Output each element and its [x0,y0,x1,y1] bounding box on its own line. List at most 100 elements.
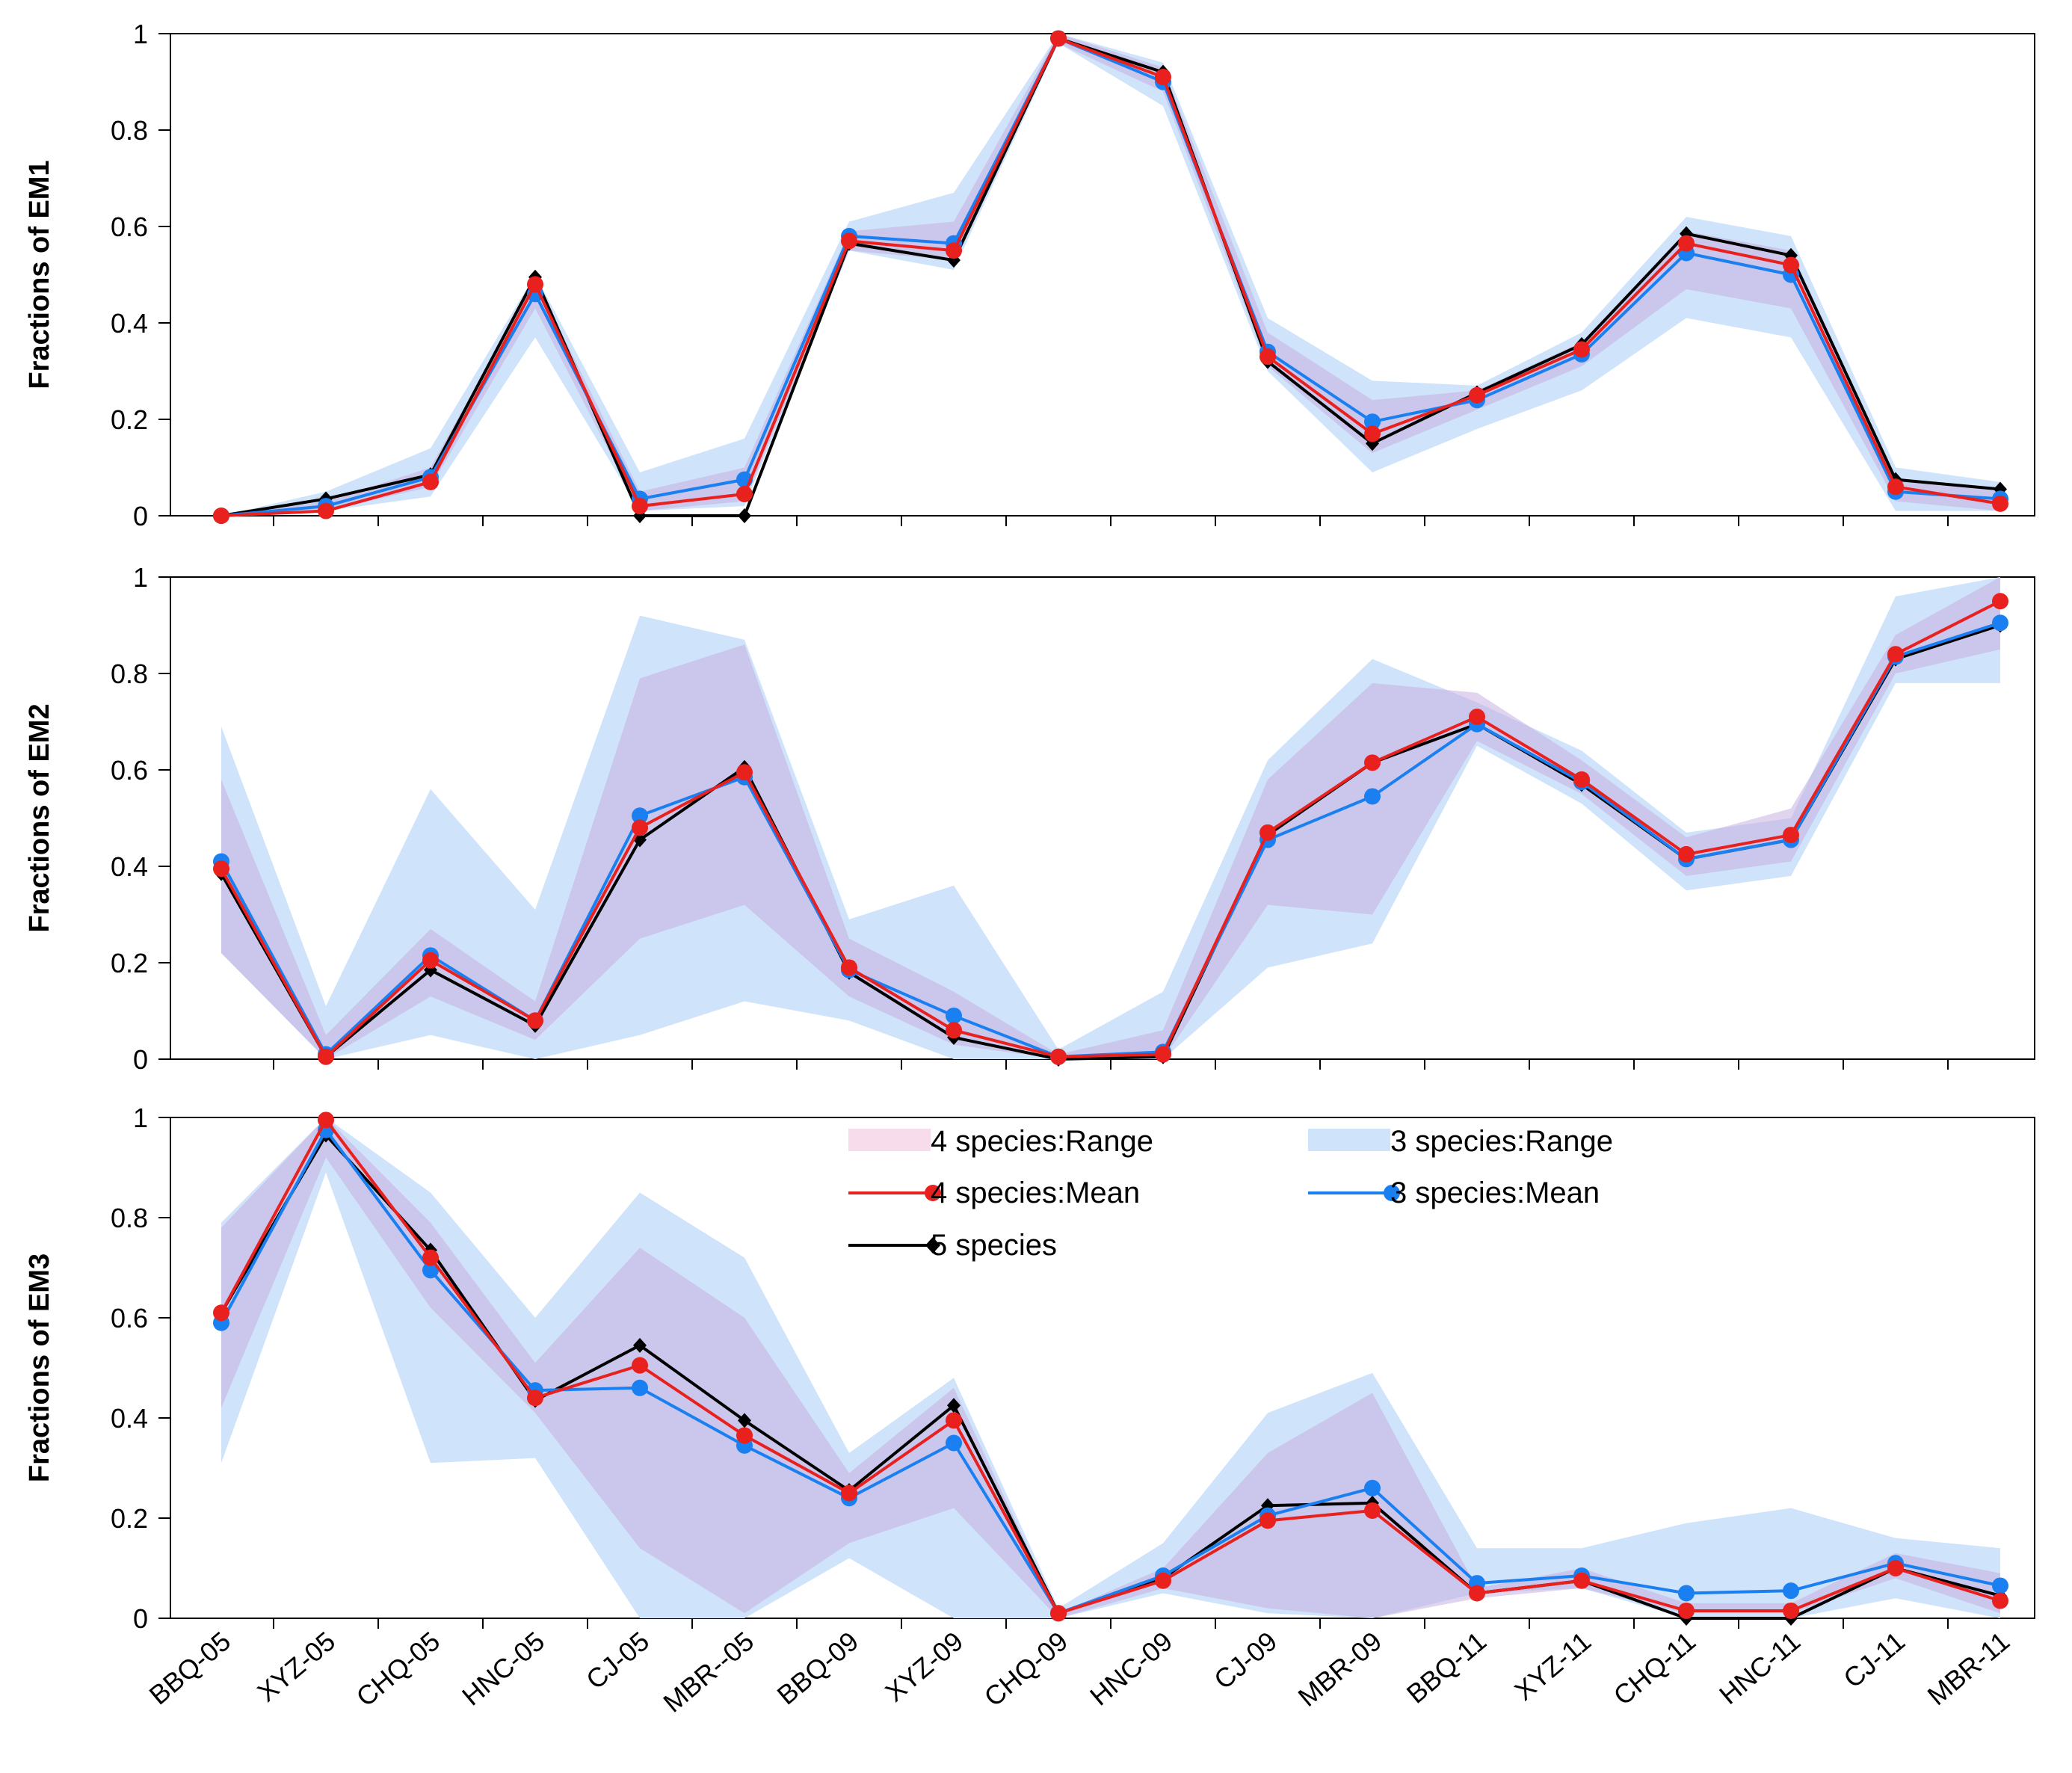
em2-ytick-label-0-2: 0.2 [111,948,148,978]
em3-point-4-species-mean-mbr-05 [736,1427,753,1444]
em3-point-3-species-mean-mbr-09 [1364,1479,1381,1496]
em3-point-4-species-mean-bbq-11 [1469,1585,1485,1602]
em3-ytick-label-0-4: 0.4 [111,1403,148,1434]
em2-point-4-species-mean-mbr-09 [1364,754,1381,771]
em2-point-4-species-mean-hnc-11 [1783,827,1799,844]
em3-point-3-species-mean-chq-05 [422,1262,439,1279]
em2-ytick-label-0-6: 0.6 [111,755,148,786]
em1-line-3-species-mean [221,37,2001,517]
em1-point-4-species-mean-mbr-11 [1992,495,2008,512]
em1-point-4-species-mean-xyz-11 [1573,341,1590,358]
em1-point-5-species-mbr-05 [738,508,751,523]
panel-em1: 0 0.2 0.4 0.6 0.8 1 Fractions of EM1 [24,19,2035,531]
em3-point-4-species-mean-mbr-09 [1364,1502,1381,1519]
em3-ytick-label-0-8: 0.8 [111,1203,148,1233]
em3-point-4-species-mean-mbr-11 [1992,1592,2008,1609]
em2-point-4-species-mean-xyz-05 [318,1048,334,1065]
em3-point-4-species-mean-xyz-11 [1573,1572,1590,1589]
em3-point-4-species-mean-cj-05 [632,1357,648,1374]
em2-point-4-species-mean-chq-11 [1678,845,1695,863]
legend-marker-3-species-mean [1384,1185,1400,1201]
em3-point-4-species-mean-bbq-09 [841,1484,857,1502]
panel-em2: 0 0.2 0.4 0.6 0.8 1 Fractions of EM2 [24,562,2035,1075]
legend-marker-5-species [925,1237,940,1254]
em3-plot-frame [170,1117,2035,1619]
em1-line-4-species-mean [221,37,2001,517]
em2-point-4-species-mean-bbq-09 [841,959,857,976]
em1-point-4-species-mean-hnc-09 [1155,69,1171,86]
em2-point-4-species-mean-cj-05 [632,819,648,836]
em3-ytick-label-0-6: 0.6 [111,1303,148,1333]
em2-point-4-species-mean-bbq-11 [1469,709,1485,726]
em3-line-3-species-mean [220,1128,2001,1615]
em3-point-4-species-mean-chq-11 [1678,1602,1695,1619]
em1-ytick-label-0-2: 0.2 [111,404,148,435]
legend-label-3-species-mean: 3 species:Mean [1390,1177,1600,1209]
em3-point-4-species-mean-xyz-09 [946,1412,962,1429]
em3-ytick-label-0-2: 0.2 [111,1503,148,1534]
em1-point-4-species-mean-hnc-11 [1783,256,1799,274]
legend: 4 species:Range 3 species:Range 4 specie… [848,1125,1613,1262]
em2-band-4-species-range [221,577,2000,1059]
em1-point-4-species-mean-chq-11 [1678,235,1695,252]
em1-point-4-species-mean-bbq-09 [841,232,857,250]
em3-band-4-species-range [221,1117,2000,1618]
legend-label-3-species-range: 3 species:Range [1390,1125,1613,1158]
em2-point-4-species-mean-hnc-09 [1155,1046,1171,1063]
em3-point-4-species-mean-cj-09 [1259,1512,1276,1529]
em3-point-3-species-mean-hnc-11 [1783,1582,1799,1600]
em3-point-3-species-mean-mbr-11 [1992,1577,2008,1594]
em2-point-4-species-mean-hnc-05 [527,1012,543,1029]
em2-point-4-species-mean-xyz-09 [946,1022,962,1039]
em2-point-4-species-mean-chq-09 [1050,1048,1067,1065]
em3-point-5-species-cj-05 [633,1337,647,1353]
em2-point-4-species-mean-mbr-05 [736,764,753,781]
em3-point-3-species-mean-chq-11 [1678,1585,1695,1602]
em1-point-4-species-mean-xyz-05 [318,502,334,519]
em1-ytick-label-1: 1 [133,19,148,49]
em2-point-3-species-mean-xyz-09 [946,1007,962,1024]
em1-ytick-label-0-4: 0.4 [111,308,148,339]
em3-point-4-species-mean-hnc-11 [1783,1602,1799,1619]
em2-ytick-label-1: 1 [133,562,148,593]
em1-plot-frame [170,33,2035,517]
em1-band-3-species-range [221,34,2000,516]
em2-line-4-species-mean [220,599,2001,1058]
em1-point-4-species-mean-chq-05 [422,473,439,490]
em3-point-5-species-mbr-05 [738,1413,751,1428]
em3-ytick-label-1: 1 [133,1103,148,1133]
em2-point-3-species-mean-mbr-11 [1992,614,2008,632]
em1-point-4-species-mean-mbr-05 [736,485,753,502]
em2-ytick-label-0: 0 [133,1044,148,1075]
em3-point-4-species-mean-xyz-05 [318,1111,334,1129]
em3-point-4-species-mean-chq-09 [1050,1605,1067,1622]
panel-em3: 0 0.2 0.4 0.6 0.8 1 Fractions of EM3 [24,1103,2035,1634]
em3-point-5-species-xyz-09 [947,1398,961,1413]
em1-ytick-label-0: 0 [133,501,148,531]
em1-point-4-species-mean-mbr-09 [1364,425,1381,443]
em2-point-4-species-mean-bbq-05 [213,860,229,878]
em1-point-4-species-mean-cj-09 [1259,348,1276,366]
em2-point-4-species-mean-cj-09 [1259,824,1276,841]
em2-point-3-species-mean-cj-05 [632,807,648,824]
em2-point-4-species-mean-xyz-11 [1573,771,1590,788]
em2-ytick-label-0-8: 0.8 [111,659,148,689]
legend-swatch-3-species-range [1308,1129,1390,1151]
legend-label-5-species: 5 species [931,1229,1057,1262]
em2-point-4-species-mean-mbr-11 [1992,593,2008,610]
legend-label-4-species-range: 4 species:Range [931,1125,1153,1158]
em3-point-4-species-mean-hnc-09 [1155,1572,1171,1589]
em3-line-4-species-mean [220,1118,2001,1615]
em1-ytick-label-0-6: 0.6 [111,212,148,242]
legend-swatch-4-species-range [848,1129,931,1151]
em3-point-4-species-mean-hnc-05 [527,1390,543,1407]
em1-point-4-species-mean-chq-09 [1050,30,1067,47]
legend-marker-4-species-mean [925,1185,941,1201]
em3-point-3-species-mean-cj-05 [632,1379,648,1396]
legend-label-4-species-mean: 4 species:Mean [931,1177,1140,1209]
em2-point-4-species-mean-cj-11 [1887,646,1904,663]
em1-point-3-species-mean-mbr-09 [1364,413,1381,431]
em2-point-4-species-mean-chq-05 [422,952,439,969]
em3-point-4-species-mean-bbq-05 [213,1304,229,1322]
